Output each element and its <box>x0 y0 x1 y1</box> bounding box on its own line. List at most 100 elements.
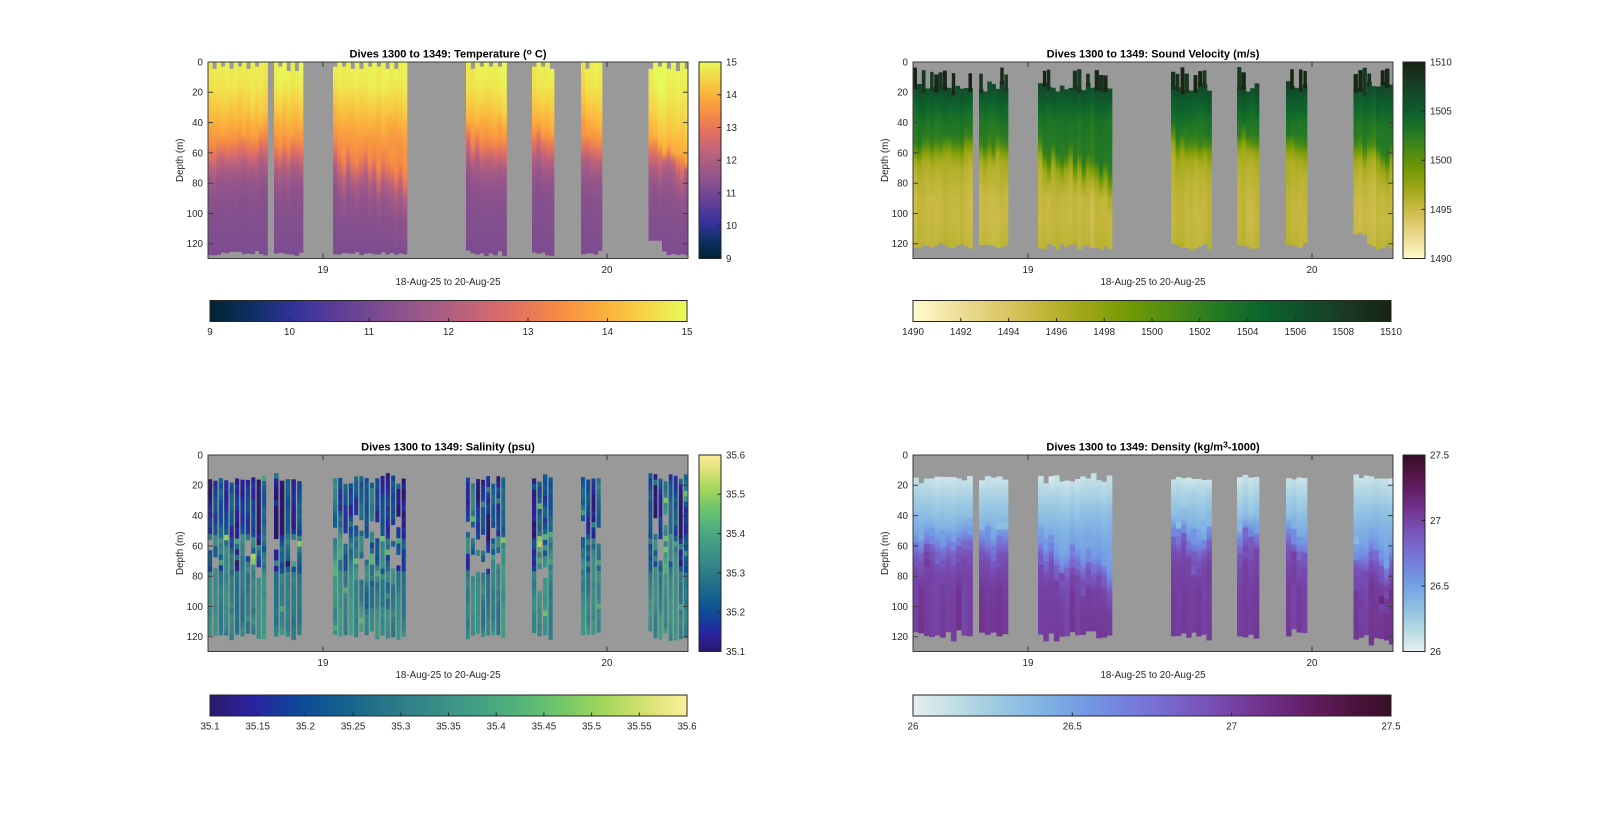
svg-text:Depth (m): Depth (m) <box>880 531 891 575</box>
svg-text:0: 0 <box>903 450 909 461</box>
svg-text:35.15: 35.15 <box>245 722 270 733</box>
svg-text:35.2: 35.2 <box>726 608 745 619</box>
svg-text:27.5: 27.5 <box>1381 722 1401 733</box>
svg-text:13: 13 <box>726 123 737 134</box>
svg-text:100: 100 <box>187 209 204 220</box>
svg-text:19: 19 <box>318 265 329 276</box>
svg-text:35.6: 35.6 <box>677 722 697 733</box>
svg-text:18-Aug-25 to 20-Aug-25: 18-Aug-25 to 20-Aug-25 <box>1100 277 1206 288</box>
svg-text:Depth (m): Depth (m) <box>175 531 186 575</box>
svg-text:9: 9 <box>207 327 212 338</box>
svg-text:20: 20 <box>192 88 203 99</box>
svg-text:35.35: 35.35 <box>436 722 461 733</box>
svg-text:1502: 1502 <box>1189 327 1211 338</box>
svg-text:35.55: 35.55 <box>627 722 652 733</box>
svg-text:40: 40 <box>897 511 908 522</box>
svg-text:35.4: 35.4 <box>726 529 746 540</box>
svg-text:20: 20 <box>1307 658 1318 669</box>
svg-text:0: 0 <box>198 450 204 461</box>
svg-text:20: 20 <box>1307 265 1318 276</box>
svg-text:27: 27 <box>1430 516 1441 527</box>
svg-text:19: 19 <box>1023 658 1034 669</box>
svg-text:Dives 1300 to 1349: Salinity (: Dives 1300 to 1349: Salinity (psu) <box>361 442 535 454</box>
svg-text:26.5: 26.5 <box>1430 581 1450 592</box>
svg-text:1490: 1490 <box>902 327 924 338</box>
svg-text:1492: 1492 <box>950 327 972 338</box>
svg-text:26.5: 26.5 <box>1063 722 1083 733</box>
svg-text:13: 13 <box>523 327 534 338</box>
svg-text:80: 80 <box>897 179 908 190</box>
svg-text:Dives 1300 to 1349: Sound Velo: Dives 1300 to 1349: Sound Velocity (m/s) <box>1047 49 1260 61</box>
svg-text:Dives 1300 to 1349: Density (k: Dives 1300 to 1349: Density (kg/m3-1000) <box>1046 440 1260 454</box>
svg-text:100: 100 <box>892 602 909 613</box>
svg-text:1490: 1490 <box>1430 254 1452 265</box>
svg-text:1510: 1510 <box>1430 57 1452 68</box>
svg-text:100: 100 <box>187 602 204 613</box>
svg-text:60: 60 <box>897 148 908 159</box>
svg-text:35.6: 35.6 <box>726 450 746 461</box>
svg-text:40: 40 <box>192 118 203 129</box>
svg-text:1504: 1504 <box>1237 327 1259 338</box>
svg-text:35.3: 35.3 <box>391 722 411 733</box>
svg-text:10: 10 <box>726 221 737 232</box>
svg-text:20: 20 <box>192 481 203 492</box>
svg-text:60: 60 <box>192 148 203 159</box>
svg-text:1500: 1500 <box>1141 327 1163 338</box>
svg-text:27.5: 27.5 <box>1430 450 1450 461</box>
svg-text:60: 60 <box>897 541 908 552</box>
svg-text:40: 40 <box>192 511 203 522</box>
svg-text:1508: 1508 <box>1332 327 1354 338</box>
svg-text:120: 120 <box>187 239 204 250</box>
svg-text:18-Aug-25 to 20-Aug-25: 18-Aug-25 to 20-Aug-25 <box>395 277 501 288</box>
svg-text:18-Aug-25 to 20-Aug-25: 18-Aug-25 to 20-Aug-25 <box>395 670 501 681</box>
svg-text:20: 20 <box>897 481 908 492</box>
svg-text:0: 0 <box>903 57 909 68</box>
svg-text:20: 20 <box>602 265 613 276</box>
svg-text:26: 26 <box>1430 647 1441 658</box>
svg-text:18-Aug-25 to 20-Aug-25: 18-Aug-25 to 20-Aug-25 <box>1100 670 1206 681</box>
svg-text:35.45: 35.45 <box>532 722 557 733</box>
svg-text:1505: 1505 <box>1430 107 1452 118</box>
svg-text:1495: 1495 <box>1430 205 1452 216</box>
svg-text:1510: 1510 <box>1380 327 1402 338</box>
svg-text:15: 15 <box>726 57 737 68</box>
svg-text:35.5: 35.5 <box>582 722 602 733</box>
svg-text:11: 11 <box>364 327 374 338</box>
svg-text:14: 14 <box>602 327 613 338</box>
svg-text:1498: 1498 <box>1093 327 1115 338</box>
svg-text:27: 27 <box>1226 722 1237 733</box>
svg-text:11: 11 <box>726 188 736 199</box>
svg-text:20: 20 <box>897 88 908 99</box>
svg-text:14: 14 <box>726 90 737 101</box>
svg-text:35.2: 35.2 <box>296 722 315 733</box>
svg-text:35.25: 35.25 <box>341 722 366 733</box>
svg-text:35.1: 35.1 <box>726 647 745 658</box>
svg-text:Depth (m): Depth (m) <box>175 138 186 182</box>
svg-text:40: 40 <box>897 118 908 129</box>
svg-text:80: 80 <box>897 572 908 583</box>
svg-text:20: 20 <box>602 658 613 669</box>
svg-text:35.1: 35.1 <box>200 722 219 733</box>
svg-text:26: 26 <box>908 722 919 733</box>
svg-text:35.3: 35.3 <box>726 568 746 579</box>
svg-text:Depth (m): Depth (m) <box>880 138 891 182</box>
svg-text:1500: 1500 <box>1430 156 1452 167</box>
svg-text:120: 120 <box>892 239 909 250</box>
svg-text:120: 120 <box>187 632 204 643</box>
svg-text:1496: 1496 <box>1046 327 1068 338</box>
svg-text:120: 120 <box>892 632 909 643</box>
svg-text:100: 100 <box>892 209 909 220</box>
svg-text:19: 19 <box>318 658 329 669</box>
svg-text:35.4: 35.4 <box>487 722 507 733</box>
svg-text:1494: 1494 <box>998 327 1020 338</box>
svg-text:80: 80 <box>192 179 203 190</box>
svg-text:80: 80 <box>192 572 203 583</box>
svg-text:60: 60 <box>192 541 203 552</box>
svg-text:19: 19 <box>1023 265 1034 276</box>
svg-text:15: 15 <box>682 327 693 338</box>
svg-text:12: 12 <box>443 327 454 338</box>
svg-text:10: 10 <box>284 327 295 338</box>
svg-text:0: 0 <box>198 57 204 68</box>
svg-text:9: 9 <box>726 254 731 265</box>
svg-text:12: 12 <box>726 156 737 167</box>
